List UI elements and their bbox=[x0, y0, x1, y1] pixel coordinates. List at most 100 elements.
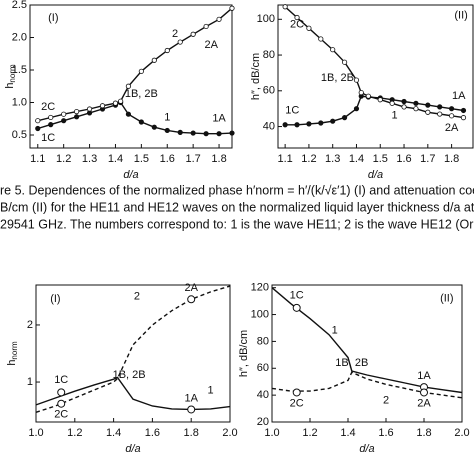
y-axis-label-sub: norm bbox=[10, 341, 19, 360]
y-tick-label: 20 bbox=[257, 416, 269, 428]
x-axis-label: d/a bbox=[359, 443, 374, 455]
data-point bbox=[353, 77, 360, 83]
y-tick-label: 40 bbox=[257, 389, 269, 401]
data-point bbox=[61, 111, 67, 117]
annotation: (I) bbox=[48, 12, 58, 24]
data-point bbox=[413, 100, 419, 106]
annotation: 2A bbox=[445, 122, 459, 134]
data-point bbox=[330, 47, 336, 53]
data-point bbox=[306, 25, 312, 31]
data-point bbox=[138, 68, 144, 74]
data-point bbox=[164, 127, 170, 134]
x-tick-label: 1.1 bbox=[30, 153, 45, 165]
series-line bbox=[37, 101, 233, 135]
y-tick-label: 2.5 bbox=[12, 0, 27, 11]
data-point bbox=[216, 131, 222, 137]
data-point bbox=[229, 5, 235, 11]
y-axis-label-main: h bbox=[4, 83, 16, 89]
x-tick-label: 1.2 bbox=[56, 153, 71, 165]
marked-point bbox=[187, 295, 196, 304]
data-point bbox=[216, 16, 222, 22]
y-axis-label: h″, dB/cm bbox=[238, 330, 250, 377]
y-tick-label: 60 bbox=[257, 362, 269, 374]
x-tick-label: 1.4 bbox=[106, 427, 121, 439]
data-point bbox=[190, 130, 196, 136]
x-tick-label: 2.0 bbox=[454, 427, 469, 439]
y-tick-label: 100 bbox=[251, 308, 269, 320]
data-point bbox=[125, 111, 132, 117]
annotation: 1 bbox=[391, 110, 397, 122]
data-point bbox=[318, 36, 324, 42]
point-label: 2A bbox=[184, 282, 198, 294]
annotation: 1B, 2B bbox=[335, 357, 368, 369]
annotation: 1 bbox=[208, 385, 214, 397]
marked-point bbox=[57, 399, 66, 408]
x-tick-label: 1.5 bbox=[134, 153, 149, 165]
y-tick-label: 100 bbox=[257, 13, 275, 25]
data-point bbox=[74, 109, 80, 115]
data-point bbox=[282, 4, 288, 10]
x-tick-label: 1.2 bbox=[301, 153, 316, 165]
annotation: 1C bbox=[41, 132, 55, 144]
data-point bbox=[341, 115, 348, 121]
series-line bbox=[37, 7, 233, 122]
marked-point bbox=[187, 405, 196, 414]
point-label: 1C bbox=[290, 290, 304, 302]
annotation: 1B, 2B bbox=[125, 88, 158, 100]
annotation: 1A bbox=[212, 113, 226, 125]
series-line bbox=[285, 95, 464, 126]
data-point bbox=[48, 122, 54, 128]
annotation: 2 bbox=[134, 290, 140, 302]
annotation: 2C bbox=[290, 19, 304, 31]
annotation: 1A bbox=[452, 90, 466, 102]
x-tick-label: 1.0 bbox=[264, 427, 279, 439]
data-point bbox=[151, 124, 157, 130]
x-tick-label: 1.4 bbox=[349, 153, 364, 165]
data-point bbox=[35, 125, 41, 132]
x-tick-label: 1.5 bbox=[373, 153, 388, 165]
y-axis-label-main: h″, dB/cm bbox=[238, 330, 250, 377]
y-axis-label-main: h bbox=[6, 360, 18, 366]
y-axis-label: h″, dB/cm bbox=[250, 53, 262, 100]
caption-line: re 5. Dependences of the normalized phas… bbox=[0, 183, 474, 197]
data-point bbox=[294, 14, 300, 21]
y-axis-label: hnorm bbox=[4, 64, 17, 89]
annotation: 2 bbox=[172, 28, 178, 40]
data-point bbox=[203, 23, 209, 30]
x-tick-label: 1.6 bbox=[160, 153, 175, 165]
data-point bbox=[177, 39, 183, 45]
y-tick-label: 120 bbox=[251, 282, 269, 294]
series-line bbox=[284, 6, 464, 119]
data-point bbox=[112, 100, 119, 106]
data-point bbox=[448, 113, 455, 119]
x-tick-label: 1.8 bbox=[416, 427, 431, 439]
plot-frame bbox=[277, 4, 474, 149]
data-point bbox=[460, 107, 467, 114]
annotation: 1B, 2B bbox=[321, 72, 354, 84]
data-point bbox=[118, 98, 124, 104]
x-tick-label: 1.4 bbox=[340, 427, 355, 439]
data-point bbox=[151, 57, 157, 63]
data-point bbox=[306, 121, 312, 127]
x-tick-label: 1.6 bbox=[396, 153, 411, 165]
y-tick-label: 40 bbox=[263, 120, 275, 132]
plot-frame bbox=[29, 4, 233, 149]
y-axis-label: hnorm bbox=[6, 341, 19, 366]
marked-point bbox=[292, 388, 301, 397]
data-point bbox=[282, 122, 288, 128]
x-tick-label: 1.7 bbox=[420, 153, 435, 165]
data-point bbox=[190, 31, 196, 37]
annotation: 1 bbox=[164, 111, 170, 123]
data-point bbox=[401, 104, 407, 110]
point-label: 1C bbox=[54, 374, 68, 386]
data-point bbox=[425, 109, 431, 115]
y-tick-label: 1.5 bbox=[12, 64, 27, 76]
data-point bbox=[437, 104, 443, 110]
marked-point bbox=[292, 303, 301, 312]
annotation: 2 bbox=[383, 394, 389, 406]
point-label: 1A bbox=[184, 392, 198, 404]
x-tick-label: 1.0 bbox=[28, 427, 43, 439]
x-axis-label: d/a bbox=[125, 443, 140, 455]
y-tick-label: 0.5 bbox=[12, 129, 27, 141]
caption-line: B/cm (II) for the HE11 and HE12 waves on… bbox=[0, 200, 474, 214]
